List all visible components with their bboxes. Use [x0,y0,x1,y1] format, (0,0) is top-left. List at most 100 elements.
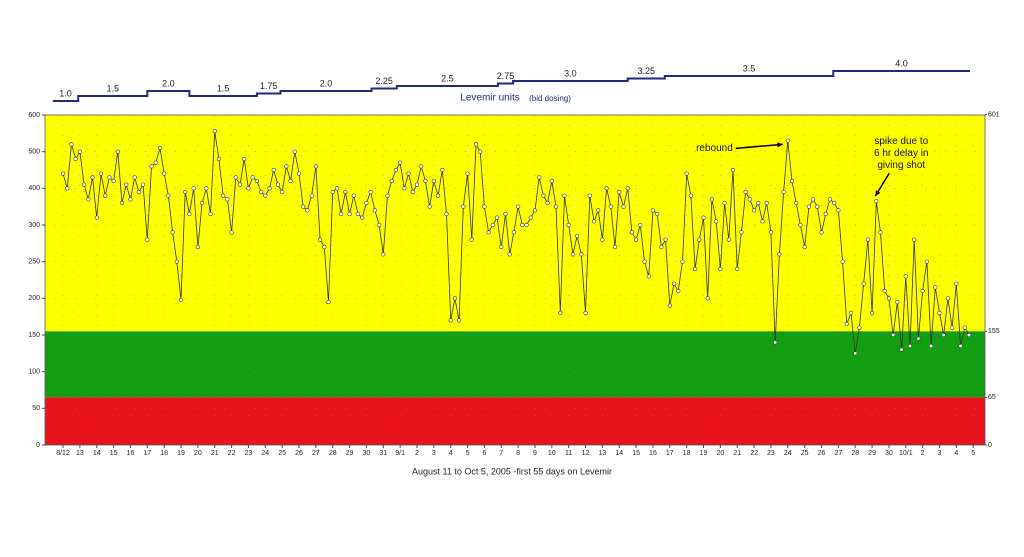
glucose-point [570,252,575,257]
glucose-point [330,189,335,195]
glucose-point [621,204,626,209]
glucose-point [414,182,420,187]
glucose-point [389,178,394,184]
glucose-point [271,167,276,173]
x-tick-label: 24 [261,450,269,457]
dose-label: 2.25 [375,76,393,86]
glucose-point [149,164,154,169]
glucose-point [305,208,310,213]
glucose-point [608,204,613,209]
x-tick-label: 20 [716,450,724,457]
glucose-point [516,204,521,209]
glucose-point [671,281,677,286]
glucose-point [962,325,967,330]
glucose-point [482,204,487,209]
glucose-point [596,208,601,213]
y-tick-label: 200 [28,295,40,302]
x-tick-label: 19 [177,450,185,457]
y-tick-label: 0 [36,442,40,449]
annotation-text: giving shot [877,160,925,171]
glucose-point [541,193,546,198]
glucose-point [368,189,373,195]
glucose-point [98,171,104,176]
dose-label: 1.0 [59,88,72,98]
glucose-point [882,288,887,294]
x-tick-label: 20 [194,450,202,457]
dose-label: 3.0 [564,68,577,78]
plot-frame [44,114,986,446]
glucose-point [722,200,727,206]
glucose-point [406,171,411,176]
glucose-point [250,175,255,180]
x-tick-label: 17 [143,450,151,457]
glucose-point [119,200,125,206]
dose-label: 2.75 [497,71,515,81]
x-tick-label: 2 [921,450,925,457]
annotation-arrowhead [777,142,783,148]
glucose-point [827,197,833,202]
x-axis-label: August 11 to Oct 5, 2005 -first 55 days … [412,466,612,476]
glucose-point [233,175,238,180]
glucose-point [309,193,314,198]
glucose-point [600,237,605,242]
x-tick-label: 23 [767,450,775,457]
glucose-point [655,211,660,217]
glucose-point [739,230,744,235]
glucose-point [398,160,403,165]
glucose-point [676,288,681,294]
x-tick-label: 5 [466,450,470,457]
glucose-point [823,211,828,217]
glucose-point [242,156,247,162]
glucose-point [254,178,259,184]
annotation-text: 6 hr delay in [874,148,928,159]
x-tick-label: 10 [548,450,556,457]
glucose-point [886,296,892,301]
y-tick-label: 300 [28,222,40,229]
x-tick-label: 13 [76,450,84,457]
glucose-point [587,193,592,198]
glucose-point [819,230,824,235]
glucose-point [836,208,841,213]
glucose-point [473,142,479,147]
glucose-point [735,266,740,272]
glucose-point [853,351,858,356]
glucose-point [334,186,340,191]
glucose-point [187,211,192,217]
glucose-point [684,171,689,176]
annotation-arrow [735,143,783,150]
glucose-point [216,156,222,162]
glucose-point [688,193,693,198]
y-tick-label: 100 [28,369,40,376]
glucose-point [292,149,297,154]
glucose-point [376,222,382,228]
glucose-point [191,186,196,191]
x-tick-label: 14 [93,450,101,457]
glucose-point [465,171,470,176]
glucose-point [402,186,407,191]
glucose-point [145,237,150,242]
glucose-point [444,211,449,217]
glucose-point [490,222,495,228]
glucose-point [381,252,386,257]
y-tick-label: 500 [28,149,40,156]
x-tick-label: 9 [533,450,537,457]
x-tick-label: 15 [632,450,640,457]
glucose-point [347,211,352,217]
glucose-point [511,230,517,235]
x-tick-label: 29 [346,450,354,457]
x-tick-label: 25 [801,450,809,457]
glucose-point [773,340,778,345]
glucose-point [726,237,731,242]
glucose-point [82,182,87,187]
glucose-point [183,189,188,195]
glucose-point [591,219,597,224]
glucose-point [928,343,934,349]
glucose-point [486,230,491,235]
x-tick-label: 3 [938,450,942,457]
glucose-point [326,299,331,305]
glucose-point [478,149,483,154]
glucose-point [313,164,318,169]
y-tick-label: 50 [32,405,40,412]
x-tick-label: 9/1 [395,450,405,457]
